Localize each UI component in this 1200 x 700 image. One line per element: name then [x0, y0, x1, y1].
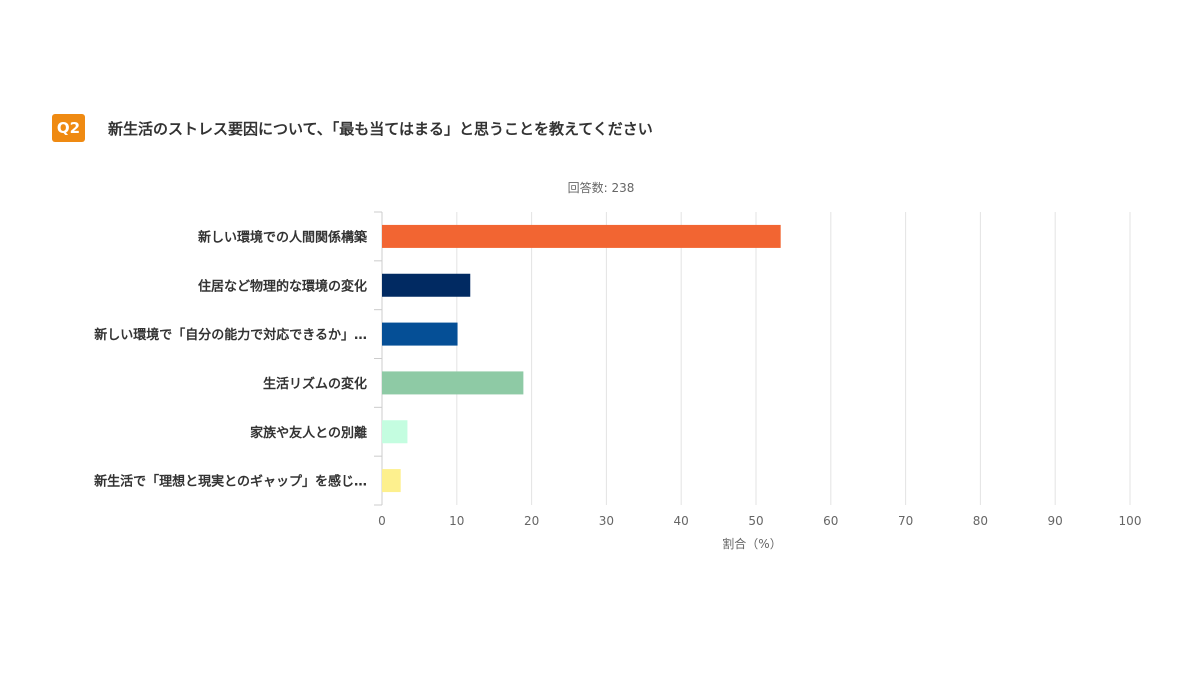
axes: [374, 211, 383, 506]
question-number-badge: Q2: [52, 114, 85, 142]
x-tick-label: 40: [674, 514, 689, 528]
bar: [382, 224, 781, 248]
x-tick-label: 50: [748, 514, 763, 528]
bars: [382, 224, 781, 493]
category-label: 家族や友人との別離: [250, 425, 367, 441]
question-header: Q2 新生活のストレス要因について、「最も当てはまる」と思うことを教えてください: [52, 114, 653, 142]
x-axis-title: 割合（%）: [722, 536, 781, 551]
x-tick-label: 100: [1119, 514, 1142, 528]
response-count-label: 回答数: 238: [568, 180, 635, 195]
x-tick-label: 0: [378, 514, 386, 528]
x-tick-label: 90: [1048, 514, 1063, 528]
x-tick-label: 60: [823, 514, 838, 528]
category-label: 生活リズムの変化: [263, 376, 367, 392]
bar: [382, 420, 408, 444]
category-label: 住居など物理的な環境の変化: [198, 278, 367, 294]
x-tick-label: 30: [599, 514, 614, 528]
category-label: 新生活で「理想と現実とのギャップ」を感じ…: [94, 474, 367, 490]
category-label: 新しい環境での人間関係構築: [198, 229, 368, 245]
bar: [382, 469, 401, 493]
bar: [382, 322, 458, 346]
x-tick-labels: 0 10 20 30 40 50 60 70 80 90 100: [378, 514, 1141, 528]
bar: [382, 371, 524, 395]
category-labels: 新しい環境での人間関係構築住居など物理的な環境の変化新しい環境で「自分の能力で対…: [94, 229, 368, 489]
question-title: 新生活のストレス要因について、「最も当てはまる」と思うことを教えてください: [108, 119, 653, 138]
category-label: 新しい環境で「自分の能力で対応できるか」…: [94, 327, 367, 343]
bar: [382, 273, 471, 297]
x-tick-label: 10: [449, 514, 464, 528]
x-tick-label: 80: [973, 514, 988, 528]
x-tick-label: 70: [898, 514, 913, 528]
gridlines: [456, 212, 1131, 505]
x-tick-label: 20: [524, 514, 539, 528]
